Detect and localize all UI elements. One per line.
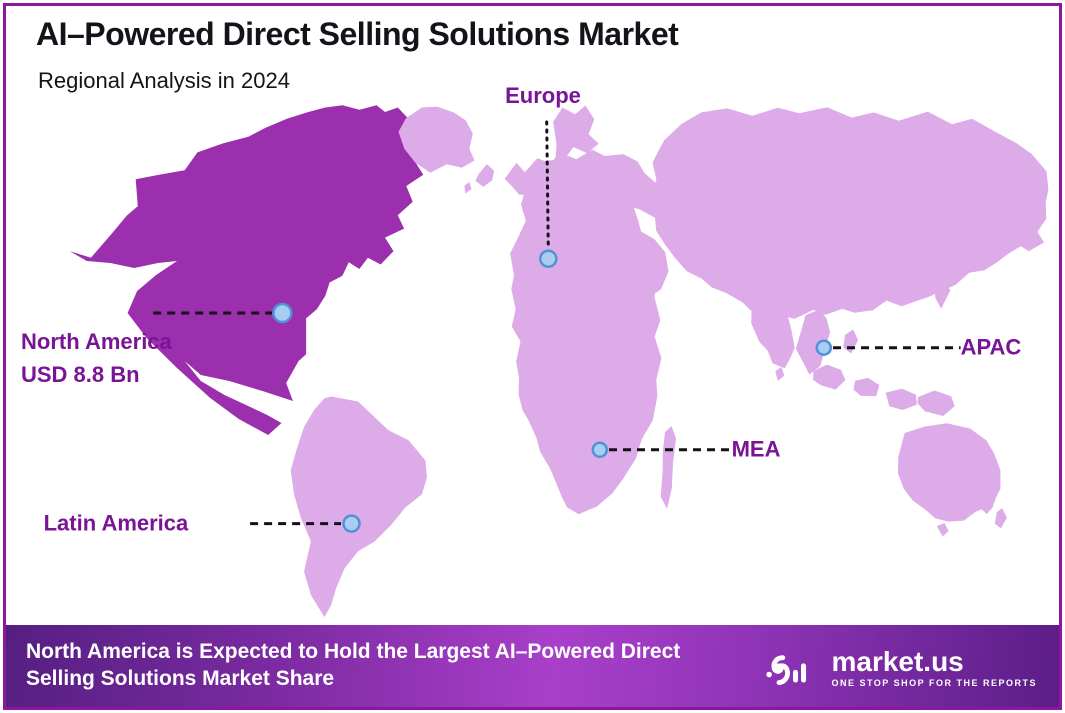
svg-text:Europe: Europe bbox=[505, 83, 581, 108]
svg-text:USD 8.8 Bn: USD 8.8 Bn bbox=[21, 362, 140, 387]
svg-text:MEA: MEA bbox=[732, 437, 781, 462]
svg-text:APAC: APAC bbox=[961, 335, 1022, 360]
svg-text:North America: North America bbox=[21, 329, 173, 354]
svg-text:Latin America: Latin America bbox=[44, 511, 189, 536]
